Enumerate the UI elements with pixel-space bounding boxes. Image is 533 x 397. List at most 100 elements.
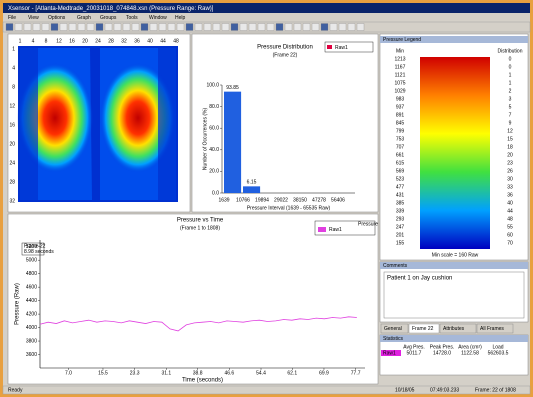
menu-item[interactable]: Options [48, 15, 66, 21]
x-tick-label: 62.1 [287, 370, 297, 376]
tool-button[interactable] [5, 23, 14, 31]
tool-button[interactable] [167, 23, 176, 31]
map-row-label: 28 [9, 179, 15, 185]
menu-item[interactable]: File [8, 15, 16, 21]
legend-value: 937 [396, 104, 405, 110]
y-tick-label: 20.0 [209, 169, 219, 175]
comments-box[interactable] [383, 271, 525, 319]
menu-item[interactable]: Tools [126, 15, 138, 21]
stats-cell: 14728.0 [433, 350, 451, 356]
y-tick-label: 3800 [26, 338, 37, 344]
legend-dist: 48 [507, 216, 513, 222]
map-col-label: 40 [147, 38, 153, 44]
tab[interactable] [408, 323, 440, 334]
tab[interactable] [380, 323, 409, 334]
tab-label[interactable]: Attributes [443, 326, 465, 332]
legend-value: 845 [396, 120, 405, 126]
stats-header: Peak Pres. [430, 344, 454, 350]
legend-value: 155 [396, 240, 405, 246]
x-tick-label: 10766 [236, 197, 250, 203]
stats-cell: 1122.58 [461, 350, 479, 356]
tool-button[interactable] [131, 23, 140, 31]
tool-button[interactable] [239, 23, 248, 31]
tool-button[interactable] [68, 23, 77, 31]
tool-button[interactable] [257, 23, 266, 31]
map-row-label: 8 [12, 84, 15, 90]
menu-item[interactable]: Graph [77, 15, 91, 21]
legend-dist: 60 [507, 232, 513, 238]
tool-button[interactable] [176, 23, 185, 31]
tool-button[interactable] [302, 23, 311, 31]
menu-item[interactable]: Help [175, 15, 186, 21]
tool-button[interactable] [203, 23, 212, 31]
legend-col: Distribution [497, 48, 522, 54]
tool-button[interactable] [149, 23, 158, 31]
tool-button[interactable] [293, 23, 302, 31]
tool-button[interactable] [212, 23, 221, 31]
stats-header: Load [492, 344, 503, 350]
tool-button[interactable] [59, 23, 68, 31]
legend-title: Pressure Legend [383, 37, 421, 43]
time-panel [7, 213, 379, 385]
tab-label[interactable]: All Frames [480, 326, 504, 332]
menu-item[interactable]: Window [149, 15, 167, 21]
tool-button[interactable] [248, 23, 257, 31]
tool-button[interactable] [221, 23, 230, 31]
tool-button[interactable] [86, 23, 95, 31]
legend-value: 661 [396, 152, 405, 158]
tab[interactable] [476, 323, 514, 334]
tool-button[interactable] [50, 23, 59, 31]
tool-button[interactable] [122, 23, 131, 31]
y-tick-label: 5200 [26, 244, 37, 250]
tool-button[interactable] [338, 23, 347, 31]
stats-header: Avg Pres. [403, 344, 425, 350]
menu-item[interactable]: Groups [100, 15, 117, 21]
tool-button[interactable] [230, 23, 239, 31]
tool-button[interactable] [275, 23, 284, 31]
row-highlight [381, 350, 401, 356]
legend-swatch [327, 45, 332, 49]
menu-item[interactable]: View [28, 15, 39, 21]
stats-title: Statistics [383, 336, 404, 342]
tool-button[interactable] [95, 23, 104, 31]
map-col-label: 20 [82, 38, 88, 44]
tool-button[interactable] [284, 23, 293, 31]
x-tick-label: 15.5 [98, 370, 108, 376]
map-row-label: 1 [12, 46, 15, 52]
tool-button[interactable] [41, 23, 50, 31]
tool-button[interactable] [266, 23, 275, 31]
tool-button[interactable] [113, 23, 122, 31]
y-tick-label: 4000 [26, 325, 37, 331]
comment-text: Patient 1 on Jay cushion [387, 276, 452, 282]
map-hotspot [100, 63, 176, 173]
map-col-label: 32 [121, 38, 127, 44]
tool-button[interactable] [14, 23, 23, 31]
tool-button[interactable] [194, 23, 203, 31]
tool-button[interactable] [356, 23, 365, 31]
map-row-label: 32 [9, 198, 15, 204]
map-col-label: 16 [69, 38, 75, 44]
toolbar[interactable] [2, 21, 531, 33]
tool-button[interactable] [329, 23, 338, 31]
tab-label[interactable]: General [384, 326, 402, 332]
tool-button[interactable] [311, 23, 320, 31]
tool-button[interactable] [320, 23, 329, 31]
map-row-label: 20 [9, 141, 15, 147]
map-col-label: 1 [19, 38, 22, 44]
legend-dist: 0 [509, 56, 512, 62]
tool-button[interactable] [347, 23, 356, 31]
line-series [39, 316, 357, 332]
tab-label[interactable]: Frame 22 [412, 326, 434, 332]
tool-button[interactable] [185, 23, 194, 31]
legend-footer: Min scale = 160 Raw [432, 252, 479, 258]
tool-button[interactable] [32, 23, 41, 31]
tool-button[interactable] [23, 23, 32, 31]
tool-button[interactable] [140, 23, 149, 31]
window-title: Xsensor - [Atlanta-Medtrade_20031018_074… [8, 6, 214, 12]
legend-value: 707 [396, 144, 405, 150]
tool-button[interactable] [77, 23, 86, 31]
tool-button[interactable] [158, 23, 167, 31]
tool-button[interactable] [104, 23, 113, 31]
tab[interactable] [439, 323, 477, 334]
